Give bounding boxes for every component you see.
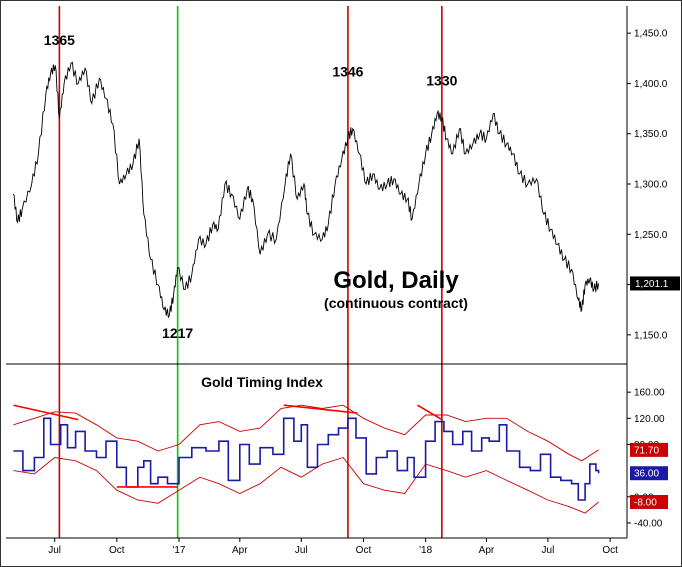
x-tick-label: Apr: [232, 545, 248, 556]
price-tick-label: 1,350.0: [634, 129, 668, 140]
pivot-label-1365: 1365: [44, 32, 75, 48]
x-tick-label: Jul: [295, 545, 308, 556]
price-tick-label: 1,300.0: [634, 180, 668, 191]
chart-subtitle: (continuous contract): [324, 295, 468, 311]
index-value-tag-label: -8.00: [634, 498, 657, 509]
index-value-tag-label: 36.00: [634, 469, 659, 480]
upper-band-line: [13, 404, 599, 462]
gold-price-line: [12, 61, 600, 318]
lower-band-line: [13, 456, 599, 514]
last-price-tag: [630, 276, 680, 291]
price-tick-label: 1,250.0: [634, 230, 668, 241]
indicator-title: Gold Timing Index: [201, 374, 323, 390]
annotations: 1365 1217 1346 1330: [44, 32, 458, 341]
pivot-label-1346: 1346: [332, 63, 363, 79]
index-value-tag: [630, 495, 668, 509]
index-value-tag: [630, 466, 668, 481]
x-tick-label: '17: [172, 545, 185, 556]
price-tick-label: 1,450.0: [634, 29, 668, 40]
x-tick-label: Jul: [48, 545, 61, 556]
x-tick-label: Oct: [109, 545, 125, 556]
divergence-line-1: [13, 404, 79, 421]
timing-index-line: [13, 417, 600, 501]
index-tick-label: 160.00: [634, 388, 665, 399]
pivot-label-1330: 1330: [426, 72, 457, 88]
x-tick-label: Oct: [602, 545, 618, 556]
x-tick-label: Jul: [542, 545, 555, 556]
price-tick-label: 1,400.0: [634, 79, 668, 90]
index-value-tag-label: 71.70: [634, 445, 659, 456]
last-price-value: 1,201.1: [635, 279, 669, 290]
index-tick-label: -40.00: [634, 518, 663, 529]
chart-title: Gold, Daily: [333, 267, 459, 294]
pivot-label-1217: 1217: [162, 325, 193, 341]
axis-layer: 1,450.01,400.01,350.01,300.01,250.01,200…: [48, 29, 680, 556]
divergence-line-3: [283, 404, 358, 414]
price-tick-label: 1,150.0: [634, 330, 668, 341]
series-layer: [12, 61, 600, 514]
index-tick-label: 120.00: [634, 414, 665, 425]
x-tick-label: Apr: [479, 545, 495, 556]
cycle-lines: [58, 6, 443, 538]
x-tick-label: '18: [419, 545, 432, 556]
divergence-line-4: [417, 404, 443, 421]
index-value-tag: [630, 442, 668, 457]
x-tick-label: Oct: [356, 545, 372, 556]
